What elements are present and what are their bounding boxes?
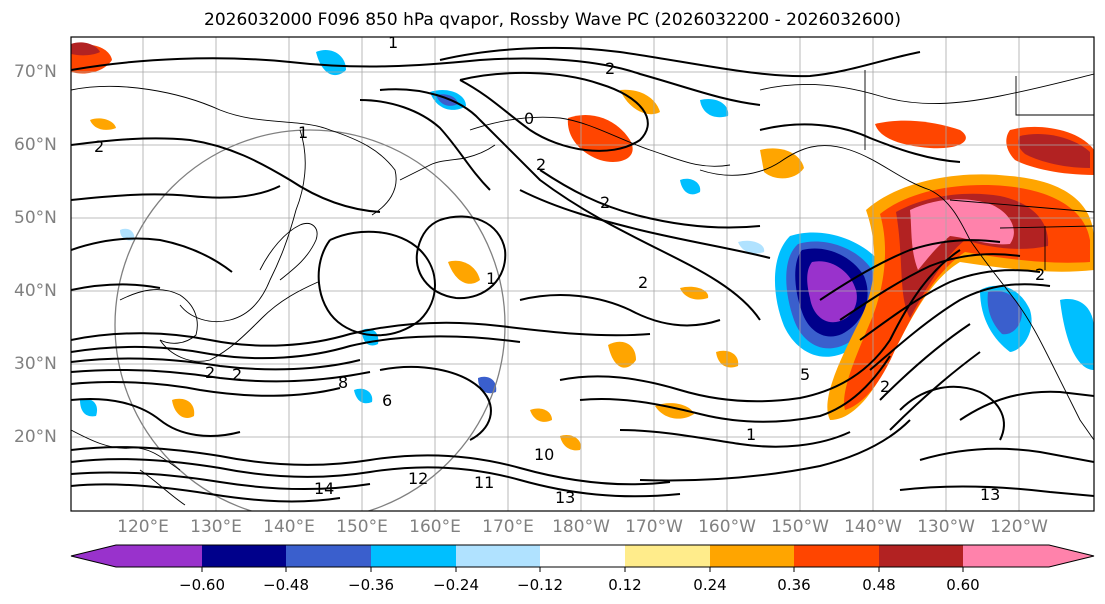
lon-label: 140°E xyxy=(263,517,315,537)
contour-label: 1 xyxy=(486,269,496,288)
colorbar-tick-label: −0.12 xyxy=(517,576,563,594)
contour-label: 2 xyxy=(600,193,610,212)
colorbar-segment xyxy=(963,545,1049,567)
colorbar-segment xyxy=(371,545,456,567)
contour-label: 13 xyxy=(555,488,575,507)
colorbar-extend-high xyxy=(1049,545,1094,567)
colorbar xyxy=(70,544,1095,572)
colorbar-segment xyxy=(879,545,963,567)
colorbar-tick-label: 0.48 xyxy=(862,576,896,594)
contour-label: 8 xyxy=(338,373,348,392)
plot-frame xyxy=(70,36,1095,512)
contour-label: 14 xyxy=(314,479,334,498)
colorbar-outline xyxy=(70,544,1095,568)
lat-label: 60°N xyxy=(14,135,57,155)
colorbar-segment xyxy=(540,545,625,567)
contour-label-group: 1 2 2 2 1 2 2 1 0 8 6 2 10 11 12 13 14 2… xyxy=(94,33,1045,507)
lon-label: 130°W xyxy=(917,517,975,537)
colorbar-segment xyxy=(202,545,286,567)
lat-label: 70°N xyxy=(14,62,57,82)
colorbar-segment xyxy=(116,545,202,567)
contour-label: 2 xyxy=(1035,265,1045,284)
colorbar-tick-label: 0.12 xyxy=(608,576,642,594)
contour-label: 6 xyxy=(382,391,392,410)
contour-label: 2 xyxy=(880,377,890,396)
lon-label: 150°W xyxy=(771,517,829,537)
plot-title: 2026032000 F096 850 hPa qvapor, Rossby W… xyxy=(204,10,901,30)
colorbar-tick-label: −0.36 xyxy=(348,576,394,594)
map-plot-area xyxy=(71,37,1094,511)
contour-label: 5 xyxy=(800,365,810,384)
contour-label: 10 xyxy=(534,445,554,464)
colorbar-segment xyxy=(794,545,879,567)
lon-label: 120°E xyxy=(117,517,169,537)
contour-label: 12 xyxy=(408,469,428,488)
colorbar-tick-label: −0.48 xyxy=(263,576,309,594)
lat-label: 40°N xyxy=(14,281,57,301)
colorbar-tick-label: −0.24 xyxy=(433,576,479,594)
colorbar-segment xyxy=(286,545,371,567)
contour-label: 1 xyxy=(298,123,308,142)
lon-label: 180°W xyxy=(552,517,610,537)
reference-circle xyxy=(114,129,506,511)
colorbar-extend-low xyxy=(71,545,116,567)
colorbar-segment xyxy=(710,545,794,567)
lon-label: 170°W xyxy=(625,517,683,537)
contour-label: 2 xyxy=(94,137,104,156)
contour-lines xyxy=(71,46,1094,503)
lon-label: 160°W xyxy=(698,517,756,537)
lon-label: 120°W xyxy=(990,517,1048,537)
lon-label: 170°E xyxy=(482,517,534,537)
contour-label: 13 xyxy=(980,485,1000,504)
contour-label: 2 xyxy=(638,273,648,292)
contour-label: 0 xyxy=(524,109,534,128)
colorbar-tick-label: 0.24 xyxy=(693,576,727,594)
lon-label: 130°E xyxy=(190,517,242,537)
lat-label: 50°N xyxy=(14,208,57,228)
colorbar-ticks xyxy=(201,567,964,572)
colorbar-segment xyxy=(456,545,540,567)
contour-label: 2 xyxy=(605,59,615,78)
contour-label: 2 xyxy=(205,363,215,382)
map-graticule xyxy=(71,37,1094,511)
colorbar-segment xyxy=(625,545,710,567)
contour-label: 1 xyxy=(746,425,756,444)
contour-label: 11 xyxy=(474,473,494,492)
lon-label: 140°W xyxy=(844,517,902,537)
contour-label: 2 xyxy=(536,155,546,174)
colorbar-tick-label: −0.60 xyxy=(179,576,225,594)
colorbar-tick-label: 0.60 xyxy=(946,576,980,594)
shading-layer xyxy=(71,42,1094,451)
lon-label: 160°E xyxy=(409,517,461,537)
lat-label: 30°N xyxy=(14,354,57,374)
lon-label: 150°E xyxy=(336,517,388,537)
lat-label: 20°N xyxy=(14,427,57,447)
contour-label: 1 xyxy=(388,33,398,52)
colorbar-tick-label: 0.36 xyxy=(777,576,811,594)
contour-label: 2 xyxy=(232,365,242,384)
